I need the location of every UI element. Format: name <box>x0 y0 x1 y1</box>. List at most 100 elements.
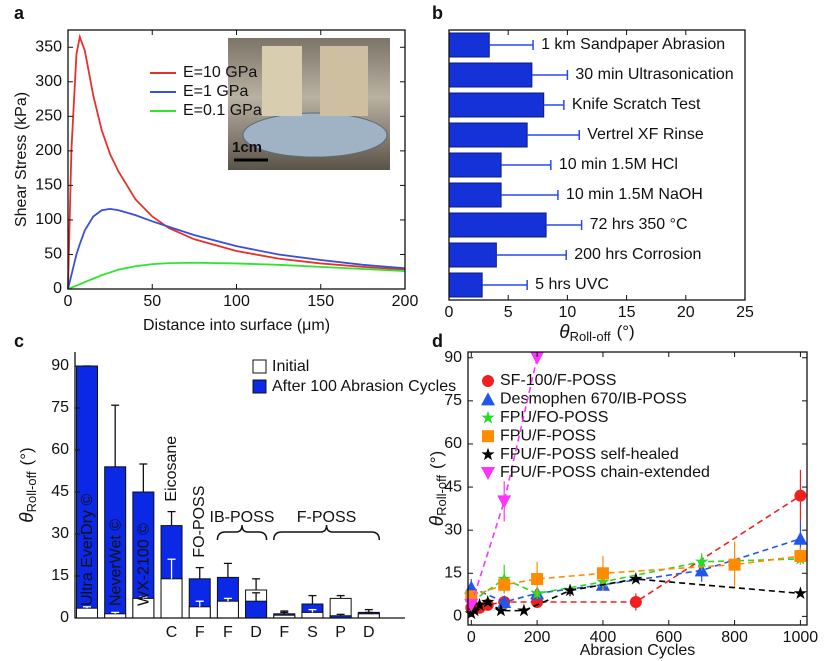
x-tick-label: 100 <box>223 293 250 310</box>
axis-label-symbol: θ <box>17 512 38 523</box>
point <box>530 351 545 365</box>
point <box>794 489 807 502</box>
axis-label-symbol: θ <box>427 515 448 526</box>
axes-frame <box>67 29 406 290</box>
point <box>695 554 709 568</box>
x-tick-label: 800 <box>721 629 748 646</box>
axis-label: θRoll-off (°) <box>17 447 39 522</box>
y-tick-label: 250 <box>35 108 62 125</box>
x-tick-label: 400 <box>590 629 617 646</box>
axis-label-sub: Roll-off <box>24 471 39 512</box>
x-tick-label: 1000 <box>783 629 819 646</box>
axis-label-unit: (°) <box>17 447 36 465</box>
axes-frame <box>448 29 746 301</box>
bar-annotation: Eicosane <box>163 436 180 502</box>
y-tick-label: 45 <box>444 478 462 495</box>
legend-label: After 100 Abrasion Cycles <box>272 378 456 395</box>
bar-label: 5 hrs UVC <box>535 276 609 293</box>
legend-label: E=10 GPa <box>183 64 257 81</box>
x-tick-label: 10 <box>559 304 577 321</box>
group-brace <box>216 524 268 541</box>
x-tick-label: F <box>195 624 205 641</box>
bar <box>448 62 533 88</box>
point <box>472 597 487 611</box>
point <box>467 603 482 617</box>
x-tick-label: 150 <box>307 293 334 310</box>
legend-marker <box>482 430 494 443</box>
photo-arm <box>262 46 302 116</box>
x-tick-label: 600 <box>655 629 682 646</box>
point <box>629 596 642 609</box>
legend-swatch <box>252 359 267 374</box>
x-tick-label: 0 <box>467 629 476 646</box>
legend-label: FPU/FO-POSS <box>500 409 608 426</box>
legend-label: E=0.1 GPa <box>183 102 262 119</box>
point <box>563 583 577 597</box>
x-tick-label: 5 <box>504 304 513 321</box>
legend-label: SF-100/F-POSS <box>500 372 616 389</box>
x-tick-label: D <box>363 624 375 641</box>
axis-label: θRoll-off (°) <box>559 322 634 344</box>
legend-label: Desmophen 670/IB-POSS <box>500 391 687 408</box>
legend-label: FPU/F-POSS self-healed <box>500 446 679 463</box>
bar-label: Knife Scratch Test <box>572 96 701 113</box>
y-tick-label: 75 <box>51 399 69 416</box>
x-tick-label: 200 <box>524 629 551 646</box>
y-tick-label: 100 <box>35 211 62 228</box>
bar-label: 1 km Sandpaper Abrasion <box>541 36 725 53</box>
y-tick-label: 45 <box>51 483 69 500</box>
x-tick-label: 0 <box>64 293 73 310</box>
point <box>793 531 808 545</box>
point <box>464 606 478 620</box>
y-tick-label: 50 <box>44 246 62 263</box>
bar <box>448 242 497 268</box>
panel-label: c <box>14 331 24 351</box>
bar-annotation: FO-POSS <box>191 486 208 558</box>
y-tick-label: 90 <box>444 349 462 366</box>
axis-label-sub: Roll-off <box>434 475 449 516</box>
x-tick-label: F <box>223 624 233 641</box>
y-tick-label: 60 <box>444 435 462 452</box>
x-tick-label: F <box>279 624 289 641</box>
y-tick-label: 300 <box>35 73 62 90</box>
axis-label: θRoll-off (°) <box>427 451 449 526</box>
panel-label: d <box>432 331 443 351</box>
bar <box>448 272 483 298</box>
y-tick-label: 200 <box>35 142 62 159</box>
bar-label: WX-2100 © <box>136 523 153 606</box>
y-tick-label: 0 <box>453 608 462 625</box>
point <box>794 550 807 563</box>
photo-arm <box>320 46 368 116</box>
photo-disc <box>242 112 388 158</box>
y-tick-label: 0 <box>60 609 69 626</box>
point <box>629 572 643 585</box>
line <box>470 578 801 615</box>
bar <box>448 182 502 208</box>
y-tick-label: 350 <box>35 38 62 55</box>
legend-marker <box>481 410 495 424</box>
y-tick-label: 30 <box>444 521 462 538</box>
legend-marker <box>481 392 495 406</box>
point <box>497 495 512 509</box>
panel-label: b <box>432 3 443 23</box>
axis-label-sub: Roll-off <box>570 329 611 344</box>
line <box>471 555 801 598</box>
bar <box>448 92 545 118</box>
x-tick-label: 15 <box>618 304 636 321</box>
axis-label-symbol: θ <box>559 322 570 343</box>
y-tick-label: 0 <box>53 280 62 297</box>
bar <box>245 600 268 619</box>
group-label: F-POSS <box>297 509 357 526</box>
bar <box>448 152 502 178</box>
x-tick-label: P <box>335 624 346 641</box>
y-tick-label: 150 <box>35 177 62 194</box>
point <box>517 603 531 617</box>
axis-label-unit: (°) <box>427 451 446 469</box>
point <box>498 578 511 591</box>
y-tick-label: 90 <box>51 357 69 374</box>
x-tick-label: D <box>250 624 262 641</box>
x-tick-label: 200 <box>392 293 419 310</box>
group-brace <box>273 524 381 541</box>
axis-label: Abrasion Cycles <box>580 642 696 659</box>
